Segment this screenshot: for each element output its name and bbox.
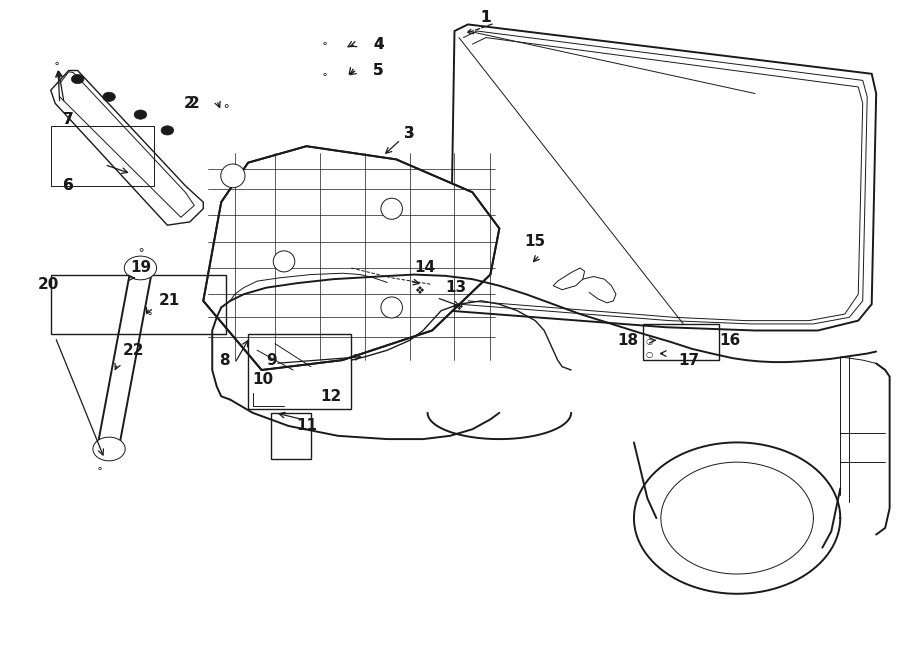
Text: 5: 5: [373, 63, 383, 78]
Polygon shape: [203, 146, 500, 370]
Text: 22: 22: [122, 343, 144, 358]
Text: 14: 14: [414, 260, 436, 276]
Text: 2: 2: [189, 96, 200, 111]
Text: 1: 1: [481, 11, 491, 25]
Ellipse shape: [381, 297, 402, 318]
Text: ⚬: ⚬: [53, 59, 61, 69]
Text: 7: 7: [63, 112, 74, 128]
Text: 11: 11: [296, 418, 317, 434]
Text: 20: 20: [37, 277, 58, 292]
Text: ❖: ❖: [454, 303, 464, 313]
Circle shape: [71, 75, 84, 84]
Polygon shape: [450, 24, 877, 330]
Text: 6: 6: [63, 178, 74, 193]
Text: 4: 4: [373, 36, 383, 52]
Circle shape: [103, 93, 115, 101]
Circle shape: [161, 126, 174, 135]
Polygon shape: [50, 71, 203, 225]
Text: 6: 6: [63, 178, 74, 193]
Ellipse shape: [220, 164, 245, 188]
Text: ⚬: ⚬: [221, 102, 230, 112]
Bar: [50, 274, 226, 334]
Text: 2: 2: [184, 96, 194, 111]
Text: ⚬: ⚬: [320, 39, 328, 49]
Text: 3: 3: [404, 126, 415, 141]
Text: 19: 19: [130, 260, 151, 276]
Text: 18: 18: [617, 333, 638, 348]
Bar: [643, 324, 719, 360]
Text: 7: 7: [63, 112, 74, 128]
Text: 21: 21: [158, 293, 180, 309]
Text: 13: 13: [446, 280, 466, 295]
Ellipse shape: [381, 198, 402, 219]
Text: ⚬: ⚬: [320, 70, 328, 80]
Circle shape: [93, 437, 125, 461]
Polygon shape: [554, 268, 585, 290]
Text: ○: ○: [645, 350, 652, 360]
Text: 3: 3: [404, 126, 415, 141]
Text: ⚬: ⚬: [146, 309, 154, 319]
Text: 17: 17: [679, 352, 700, 368]
Bar: [50, 126, 154, 186]
Bar: [271, 412, 310, 459]
Text: ○: ○: [645, 337, 652, 346]
Text: 5: 5: [373, 63, 383, 78]
Text: ⚬: ⚬: [136, 247, 145, 256]
Text: 8: 8: [220, 352, 230, 368]
Ellipse shape: [274, 251, 295, 272]
Bar: [248, 334, 351, 409]
Circle shape: [124, 256, 157, 280]
Text: 15: 15: [525, 234, 545, 249]
Text: ❖: ❖: [414, 286, 424, 296]
Text: 4: 4: [373, 36, 383, 52]
Text: 1: 1: [481, 11, 491, 25]
Text: ⚬: ⚬: [96, 464, 104, 474]
Text: 16: 16: [719, 333, 741, 348]
Text: 10: 10: [253, 372, 274, 387]
Text: 12: 12: [320, 389, 341, 404]
Circle shape: [134, 110, 147, 119]
Text: 9: 9: [266, 352, 276, 368]
